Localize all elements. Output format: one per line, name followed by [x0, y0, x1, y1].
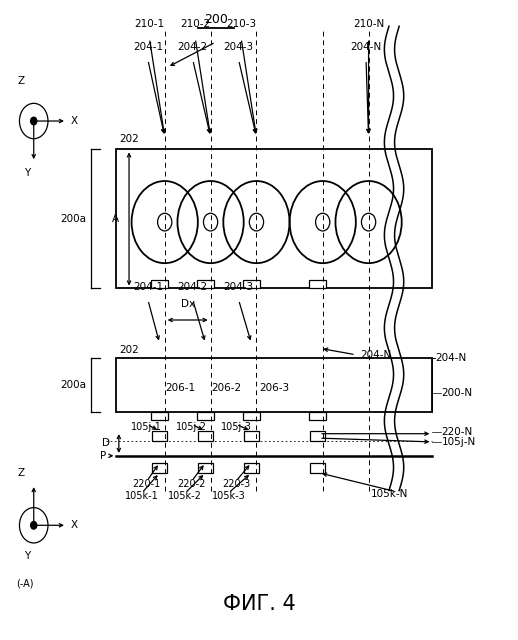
Text: 200-N: 200-N	[441, 388, 472, 397]
Text: 206-2: 206-2	[211, 383, 241, 392]
Text: 204-2: 204-2	[178, 282, 208, 292]
Text: 220-N: 220-N	[441, 427, 473, 437]
Bar	[309, 280, 326, 289]
Text: 220-2: 220-2	[178, 479, 206, 489]
Bar	[197, 280, 213, 289]
Text: 204-3: 204-3	[224, 42, 254, 52]
Text: Z: Z	[18, 76, 24, 86]
Bar	[243, 463, 259, 473]
Bar	[198, 431, 213, 442]
Text: 210-N: 210-N	[353, 19, 384, 29]
Text: 210-2: 210-2	[180, 19, 210, 29]
Text: 105j-1: 105j-1	[132, 422, 162, 433]
Text: 105k-1: 105k-1	[125, 490, 159, 500]
Text: 202: 202	[119, 345, 139, 355]
Bar	[152, 431, 167, 442]
Text: 204-2: 204-2	[178, 42, 208, 52]
Text: 105k-2: 105k-2	[168, 490, 202, 500]
Bar	[151, 412, 168, 420]
Bar	[197, 412, 213, 420]
Text: ФИГ. 4: ФИГ. 4	[223, 594, 295, 614]
Text: 206-3: 206-3	[259, 383, 290, 392]
Text: Y: Y	[24, 168, 31, 179]
Circle shape	[31, 522, 37, 529]
Circle shape	[31, 117, 37, 125]
Text: 204-3: 204-3	[224, 282, 254, 292]
Text: (-A): (-A)	[16, 579, 33, 589]
Text: X: X	[71, 116, 78, 126]
Text: D: D	[102, 438, 110, 449]
Text: 204-1: 204-1	[133, 282, 163, 292]
Bar	[152, 463, 167, 473]
Text: 105j-N: 105j-N	[441, 437, 476, 447]
Bar	[198, 463, 213, 473]
Text: 220-3: 220-3	[222, 479, 250, 489]
Text: 204-N: 204-N	[435, 353, 466, 363]
Text: 204-N: 204-N	[360, 349, 391, 360]
Text: 206-1: 206-1	[165, 383, 195, 392]
Text: 105j-3: 105j-3	[221, 422, 252, 433]
Bar	[310, 463, 325, 473]
Text: 220-1: 220-1	[133, 479, 161, 489]
Text: 210-3: 210-3	[226, 19, 256, 29]
Text: X: X	[71, 520, 78, 531]
Bar	[243, 412, 260, 420]
Text: 105j-2: 105j-2	[176, 422, 207, 433]
Text: P: P	[100, 451, 106, 461]
Bar	[309, 412, 326, 420]
Bar	[243, 280, 260, 289]
Text: 210-1: 210-1	[134, 19, 165, 29]
Text: Dx: Dx	[181, 299, 195, 308]
Text: 202: 202	[119, 134, 139, 145]
Bar	[117, 358, 433, 412]
Text: 200a: 200a	[61, 380, 87, 390]
Text: Z: Z	[18, 468, 24, 478]
Text: A: A	[112, 214, 119, 224]
Bar	[310, 431, 325, 442]
Text: 204-N: 204-N	[350, 42, 382, 52]
Bar	[243, 431, 259, 442]
Text: 204-1: 204-1	[133, 42, 163, 52]
Text: 105k-3: 105k-3	[211, 490, 246, 500]
Bar	[151, 280, 168, 289]
Text: 105k-N: 105k-N	[371, 489, 409, 499]
Bar	[117, 150, 433, 289]
Text: Y: Y	[24, 550, 31, 561]
Text: 200a: 200a	[61, 214, 87, 224]
Text: 200: 200	[204, 13, 227, 26]
